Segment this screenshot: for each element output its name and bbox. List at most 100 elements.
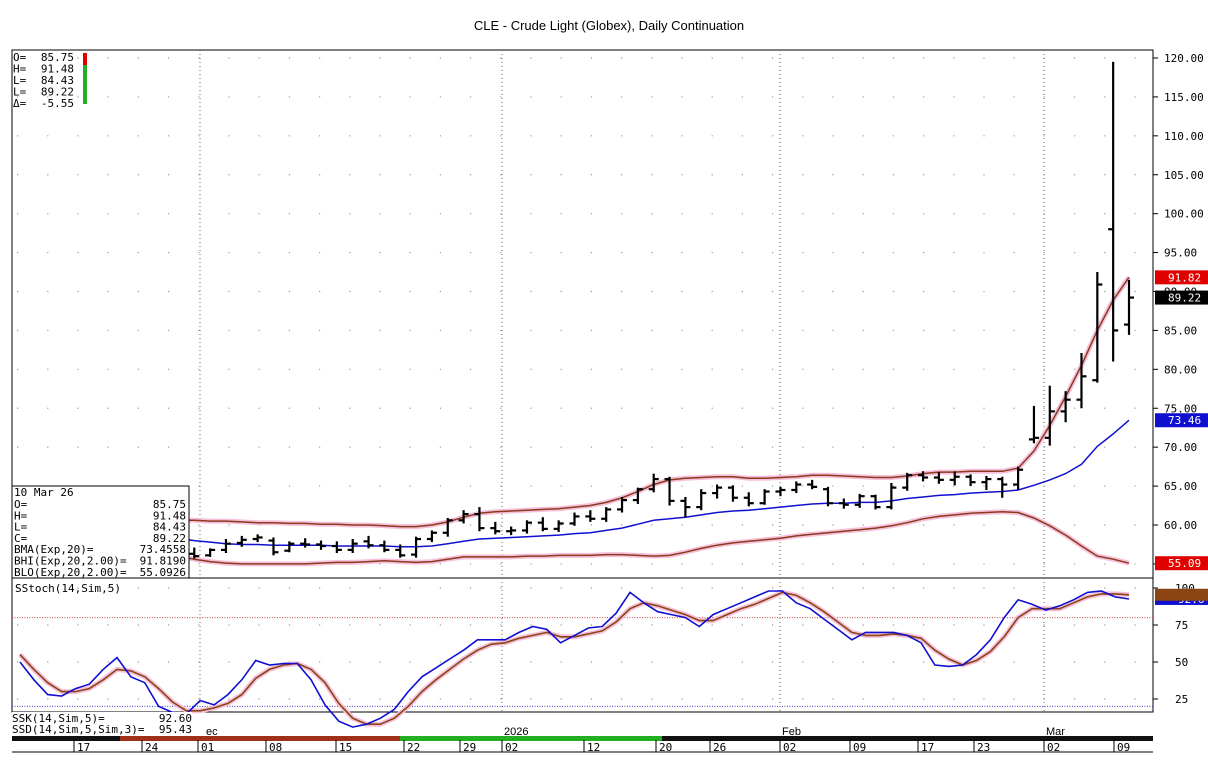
stoch-marker-box bbox=[1155, 588, 1208, 601]
ohlc-bar bbox=[759, 489, 770, 505]
ssk-line bbox=[19, 590, 1130, 728]
x-day-label: 22 bbox=[407, 741, 420, 754]
ohlc-readout-label: L= bbox=[13, 86, 27, 99]
ohlc-bar bbox=[1076, 352, 1087, 409]
x-axis-band bbox=[400, 736, 662, 741]
bma-line bbox=[20, 419, 1130, 548]
ohlc-readout-label: O= bbox=[13, 51, 27, 64]
stoch-panel-frame bbox=[11, 577, 1154, 713]
stoch-box-label: SSD(14,Sim,5,Sim,3)= bbox=[12, 723, 145, 736]
blo-band-line bbox=[19, 511, 1130, 565]
readout-color-strip bbox=[83, 53, 87, 65]
price-tick-label: 75.00 bbox=[1164, 402, 1197, 415]
info-box-value: 89.22 bbox=[153, 532, 186, 545]
price-marker-label: 91.82 bbox=[1168, 271, 1201, 284]
price-tick-label: 115.00 bbox=[1164, 91, 1204, 104]
ohlc-bar bbox=[997, 476, 1008, 498]
x-day-label: 23 bbox=[977, 741, 990, 754]
ohlc-bar bbox=[585, 510, 596, 522]
info-box-label: O= bbox=[14, 498, 28, 511]
ohlc-bar bbox=[933, 472, 944, 484]
ohlc-bar bbox=[300, 538, 311, 548]
ssd-shadow bbox=[18, 589, 1130, 727]
ohlc-bar bbox=[205, 548, 216, 557]
price-tick-label: 105.00 bbox=[1164, 169, 1204, 182]
ohlc-bar bbox=[220, 539, 231, 554]
ohlc-bar bbox=[490, 521, 501, 535]
ohlc-readout-value: -5.55 bbox=[41, 97, 74, 110]
ohlc-bar bbox=[1092, 272, 1103, 383]
ohlc-bar bbox=[411, 536, 422, 558]
ohlc-readout-value: 91.48 bbox=[41, 63, 74, 76]
info-box bbox=[11, 485, 190, 579]
price-marker-box bbox=[1155, 290, 1208, 305]
ohlc-bar bbox=[822, 486, 833, 507]
ohlc-bar bbox=[1044, 385, 1055, 446]
x-day-label: 12 bbox=[587, 741, 600, 754]
price-tick-label: 70.00 bbox=[1164, 441, 1197, 454]
info-box-label: H= bbox=[14, 509, 28, 522]
info-box-label: C= bbox=[14, 532, 28, 545]
ohlc-bar bbox=[949, 471, 960, 486]
x-day-label: 15 bbox=[339, 741, 352, 754]
x-day-label: 09 bbox=[853, 741, 866, 754]
stoch-value-box bbox=[12, 712, 192, 736]
ohlc-bar bbox=[775, 486, 786, 497]
x-day-label: 01 bbox=[201, 741, 214, 754]
price-tick-label: 60.00 bbox=[1164, 519, 1197, 532]
ohlc-bar bbox=[886, 482, 897, 510]
ohlc-readout-value: 85.75 bbox=[41, 51, 74, 64]
ohlc-bar bbox=[854, 493, 865, 508]
x-day-label: 02 bbox=[783, 741, 796, 754]
x-day-label: 17 bbox=[921, 741, 934, 754]
ohlc-bar bbox=[506, 526, 517, 536]
ohlc-bar bbox=[727, 485, 738, 502]
price-tick-label: 85.00 bbox=[1164, 324, 1197, 337]
ohlc-bar bbox=[712, 484, 723, 499]
x-axis-band bbox=[120, 736, 400, 741]
price-tick-label: 80.00 bbox=[1164, 363, 1197, 376]
info-box-value: 91.48 bbox=[153, 509, 186, 522]
price-tick-label: 110.00 bbox=[1164, 130, 1204, 143]
price-tick-label: 120.00 bbox=[1164, 52, 1204, 65]
ohlc-bar bbox=[632, 487, 643, 504]
ohlc-bar bbox=[284, 541, 295, 553]
stoch-title: SStoch(14,Sim,5) bbox=[15, 582, 121, 595]
ohlc-bar bbox=[395, 544, 406, 558]
ohlc-bar bbox=[1060, 391, 1071, 423]
ohlc-bar bbox=[442, 517, 453, 537]
ohlc-bar bbox=[1013, 466, 1024, 490]
stoch-box-value: 92.60 bbox=[159, 712, 192, 725]
x-day-label: 08 bbox=[269, 741, 282, 754]
info-box-value: 84.43 bbox=[153, 521, 186, 534]
x-day-label: 29 bbox=[463, 741, 476, 754]
ohlc-bar bbox=[1124, 279, 1134, 335]
ohlc-bar bbox=[664, 476, 675, 506]
price-marker-label: 73.46 bbox=[1168, 414, 1201, 427]
x-axis-band bbox=[12, 736, 120, 741]
ohlc-readout-label: Δ= bbox=[13, 97, 27, 110]
stoch-box-value: 95.43 bbox=[159, 723, 192, 736]
ohlc-bar bbox=[791, 481, 802, 494]
x-day-label: 20 bbox=[659, 741, 672, 754]
price-tick-label: 100.00 bbox=[1164, 208, 1204, 221]
price-marker-box bbox=[1155, 270, 1208, 285]
ssd-line bbox=[19, 591, 1130, 725]
ohlc-bar bbox=[981, 475, 992, 490]
x-axis-band bbox=[968, 736, 1153, 741]
bhi-band-line bbox=[19, 276, 1130, 528]
price-tick-label: 95.00 bbox=[1164, 247, 1197, 260]
ohlc-bar bbox=[743, 492, 754, 507]
ohlc-bar bbox=[617, 496, 628, 513]
info-box-label: BMA(Exp,20)= bbox=[14, 543, 94, 556]
x-month-label: 2026 bbox=[504, 726, 528, 738]
ohlc-bar bbox=[426, 530, 437, 543]
ohlc-bar bbox=[1108, 61, 1119, 362]
x-day-label: 26 bbox=[713, 741, 726, 754]
ohlc-bar bbox=[537, 517, 548, 532]
ohlc-bar bbox=[696, 489, 707, 511]
ohlc-bar bbox=[236, 535, 247, 547]
ohlc-bar bbox=[918, 471, 929, 482]
stoch-box-label: SSK(14,Sim,5)= bbox=[12, 712, 105, 725]
